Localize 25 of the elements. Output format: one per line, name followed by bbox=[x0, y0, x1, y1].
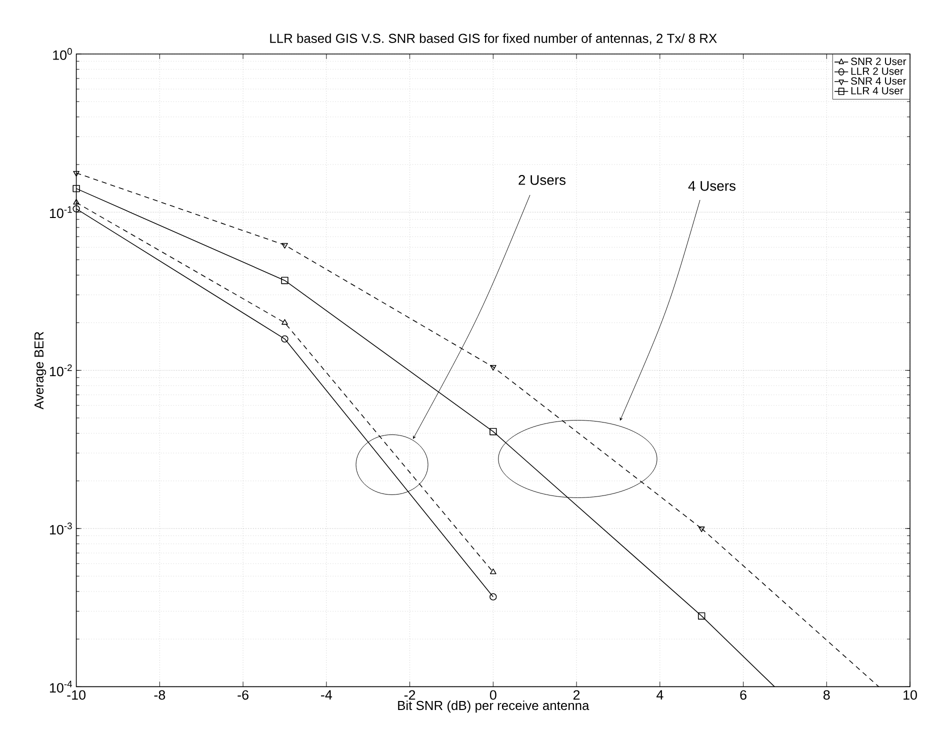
legend-label: SNR 2 User bbox=[850, 58, 906, 66]
x-tick-label: 6 bbox=[740, 690, 746, 700]
x-axis-title: Bit SNR (dB) per receive antenna bbox=[398, 700, 590, 713]
legend-label: SNR 4 User bbox=[850, 77, 906, 85]
x-tick-label: 2 bbox=[573, 690, 580, 700]
x-tick-label: -10 bbox=[67, 690, 86, 700]
y-tick-label: 10$^{0}$ bbox=[53, 48, 72, 60]
y-tick-label: 10$^{-2}$ bbox=[50, 364, 72, 376]
x-tick-label: -4 bbox=[321, 690, 332, 700]
x-tick-label: -6 bbox=[238, 690, 248, 700]
x-tick-label: 8 bbox=[823, 690, 830, 700]
x-tick-label: -8 bbox=[154, 690, 166, 700]
y-tick-label: 10$^{-3}$ bbox=[50, 522, 72, 534]
annotation: 2 Users bbox=[518, 175, 566, 185]
legend-label: LLR 4 User bbox=[851, 87, 904, 94]
x-tick-label: 10 bbox=[904, 690, 917, 700]
y-tick-label: 10$^{-1}$ bbox=[50, 206, 72, 218]
chart-title: LLR based GIS V.S. SNR based GIS for fixed number of antennas, 2 Tx/ 8 RX bbox=[270, 33, 717, 44]
x-tick-label: 4 bbox=[656, 690, 664, 700]
x-tick-label: 0 bbox=[490, 690, 496, 700]
y-axis-title: Average BER bbox=[34, 332, 46, 410]
x-tick-label: -2 bbox=[404, 690, 416, 700]
y-tick-label: 10$^{-4}$ bbox=[50, 680, 72, 693]
annotation: 4 Users bbox=[688, 181, 736, 191]
legend-label: LLR 2 User bbox=[851, 67, 904, 75]
